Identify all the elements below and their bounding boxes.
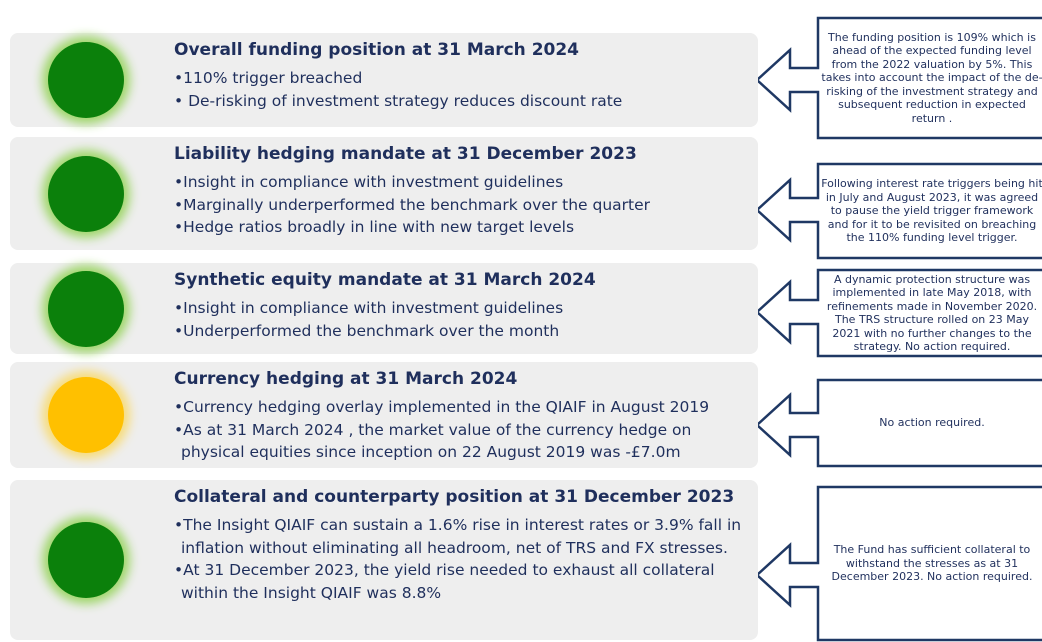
status-light bbox=[48, 522, 124, 598]
bullet: •Insight in compliance with investment g… bbox=[174, 173, 564, 191]
callout-text: The Fund has sufficient collateral to wi… bbox=[831, 543, 1033, 584]
bullet: •Marginally underperformed the benchmark… bbox=[174, 195, 651, 214]
bullet-list: •Insight in compliance with investment g… bbox=[174, 297, 754, 342]
row-panel bbox=[10, 263, 758, 354]
callout-text: No action required. bbox=[879, 416, 985, 430]
arrow-callout bbox=[755, 268, 1042, 358]
bullet: •Insight in compliance with investment g… bbox=[174, 299, 564, 317]
row-panel bbox=[10, 480, 758, 640]
status-light bbox=[48, 377, 124, 453]
row-title: Overall funding position at 31 March 202… bbox=[174, 40, 580, 60]
bullet: •Underperformed the benchmark over the m… bbox=[174, 321, 560, 340]
arrow-callout bbox=[755, 16, 1042, 140]
row-title: Collateral and counterparty position at … bbox=[174, 487, 735, 507]
row-panel bbox=[10, 362, 758, 468]
status-light bbox=[48, 42, 124, 118]
bullet: •At 31 December 2023, the yield rise nee… bbox=[174, 561, 715, 602]
bullet: •110% trigger breached bbox=[174, 69, 363, 87]
bullet-list: •Currency hedging overlay implemented in… bbox=[174, 396, 754, 464]
arrow-callout bbox=[755, 162, 1042, 260]
bullet-list: •The Insight QIAIF can sustain a 1.6% ri… bbox=[174, 514, 754, 604]
bullet: •The Insight QIAIF can sustain a 1.6% ri… bbox=[174, 516, 742, 557]
callout-text: A dynamic protection structure was imple… bbox=[826, 272, 1038, 354]
callout-text: The funding position is 109% which is ah… bbox=[821, 30, 1042, 125]
bullet: • De-risking of investment strategy redu… bbox=[174, 91, 623, 110]
row-title: Liability hedging mandate at 31 December… bbox=[174, 144, 637, 164]
arrow-callout bbox=[755, 378, 1042, 468]
row-title: Currency hedging at 31 March 2024 bbox=[174, 369, 518, 389]
bullet-list: •Insight in compliance with investment g… bbox=[174, 171, 754, 239]
bullet-list: •110% trigger breached • De-risking of in… bbox=[174, 67, 754, 112]
bullet: •Hedge ratios broadly in line with new t… bbox=[174, 218, 575, 236]
status-light bbox=[48, 270, 124, 347]
row-title: Synthetic equity mandate at 31 March 202… bbox=[174, 270, 596, 290]
status-light bbox=[48, 155, 124, 232]
bullet: •As at 31 March 2024 , the market value … bbox=[174, 420, 692, 462]
bullet: •Currency hedging overlay implemented in… bbox=[174, 398, 710, 416]
callout-text: Following interest rate triggers being h… bbox=[821, 177, 1042, 245]
row-panel bbox=[10, 137, 758, 250]
arrow-callout bbox=[755, 485, 1042, 642]
row-panel bbox=[10, 33, 758, 127]
